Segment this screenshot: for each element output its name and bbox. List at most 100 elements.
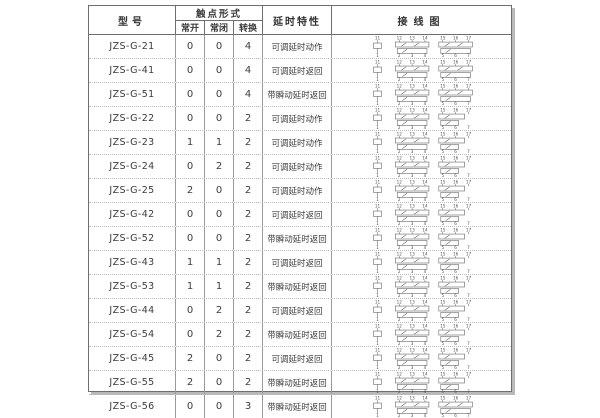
changeover-count: 2 xyxy=(234,131,263,154)
svg-text:12: 12 xyxy=(397,155,403,160)
svg-text:13: 13 xyxy=(409,83,415,88)
svg-text:1: 1 xyxy=(376,365,379,370)
svg-text:16: 16 xyxy=(453,179,459,184)
svg-text:16: 16 xyxy=(453,59,459,64)
svg-text:4: 4 xyxy=(424,101,427,106)
svg-text:16: 16 xyxy=(453,275,459,280)
svg-text:11: 11 xyxy=(375,227,381,232)
changeover-count: 2 xyxy=(234,107,263,130)
svg-text:17: 17 xyxy=(466,35,472,40)
model-number: JZS-G-24 xyxy=(89,155,176,178)
delay-characteristic: 带瞬动延时返回 xyxy=(263,323,332,346)
svg-text:5: 5 xyxy=(441,53,444,58)
svg-text:13: 13 xyxy=(409,275,415,280)
svg-text:5: 5 xyxy=(441,413,444,418)
normally-open-count: 1 xyxy=(176,275,205,298)
svg-text:5: 5 xyxy=(441,173,444,178)
svg-text:12: 12 xyxy=(397,203,403,208)
svg-text:13: 13 xyxy=(409,107,415,112)
svg-text:4: 4 xyxy=(424,317,427,322)
svg-text:6: 6 xyxy=(454,53,457,58)
delay-characteristic: 可调延时返回 xyxy=(263,347,332,370)
delay-characteristic: 可调延时返回 xyxy=(263,203,332,226)
svg-text:12: 12 xyxy=(397,275,403,280)
svg-text:1: 1 xyxy=(376,125,379,130)
normally-open-count: 0 xyxy=(176,203,205,226)
svg-text:12: 12 xyxy=(397,35,403,40)
svg-text:13: 13 xyxy=(409,59,415,64)
svg-text:4: 4 xyxy=(424,341,427,346)
svg-text:6: 6 xyxy=(454,245,457,250)
model-number: JZS-G-23 xyxy=(89,131,176,154)
svg-text:1: 1 xyxy=(376,317,379,322)
svg-text:6: 6 xyxy=(454,413,457,418)
normally-closed-count: 0 xyxy=(205,347,234,370)
svg-text:16: 16 xyxy=(453,203,459,208)
svg-text:4: 4 xyxy=(424,293,427,298)
model-number: JZS-G-22 xyxy=(89,107,176,130)
svg-text:15: 15 xyxy=(440,107,446,112)
normally-open-count: 0 xyxy=(176,227,205,250)
svg-text:14: 14 xyxy=(422,251,428,256)
model-number: JZS-G-42 xyxy=(89,203,176,226)
normally-closed-count: 0 xyxy=(205,395,234,418)
svg-text:11: 11 xyxy=(375,131,381,136)
svg-text:13: 13 xyxy=(409,155,415,160)
svg-text:5: 5 xyxy=(441,221,444,226)
svg-text:11: 11 xyxy=(375,107,381,112)
delay-characteristic: 带瞬动延时返回 xyxy=(263,83,332,106)
svg-text:16: 16 xyxy=(453,395,459,400)
svg-text:11: 11 xyxy=(375,35,381,40)
svg-text:11: 11 xyxy=(375,59,381,64)
normally-open-count: 0 xyxy=(176,107,205,130)
model-number: JZS-G-52 xyxy=(89,227,176,250)
svg-text:5: 5 xyxy=(441,269,444,274)
normally-open-count: 0 xyxy=(176,299,205,322)
svg-text:14: 14 xyxy=(422,203,428,208)
svg-text:7: 7 xyxy=(467,389,470,394)
normally-closed-count: 0 xyxy=(205,59,234,82)
svg-text:4: 4 xyxy=(424,173,427,178)
svg-text:15: 15 xyxy=(440,227,446,232)
model-number: JZS-G-43 xyxy=(89,251,176,274)
svg-text:14: 14 xyxy=(422,395,428,400)
svg-text:14: 14 xyxy=(422,275,428,280)
svg-text:2: 2 xyxy=(398,317,401,322)
svg-text:5: 5 xyxy=(441,125,444,130)
svg-text:2: 2 xyxy=(398,389,401,394)
svg-text:17: 17 xyxy=(466,227,472,232)
svg-text:16: 16 xyxy=(453,227,459,232)
svg-text:15: 15 xyxy=(440,323,446,328)
svg-text:13: 13 xyxy=(409,371,415,376)
svg-text:4: 4 xyxy=(424,389,427,394)
svg-text:3: 3 xyxy=(411,245,414,250)
svg-text:7: 7 xyxy=(467,293,470,298)
svg-text:1: 1 xyxy=(376,269,379,274)
normally-closed-count: 0 xyxy=(205,203,234,226)
table-row: JZS-G-41 0 0 4 可调延时返回 11 1 12 13 14 2 3 4 15 16 17 5 6 7 xyxy=(89,59,511,83)
svg-text:7: 7 xyxy=(467,125,470,130)
wiring-diagram: 11 1 12 13 14 2 3 4 15 16 17 5 6 7 xyxy=(332,395,511,418)
table-row: JZS-G-52 0 0 2 带瞬动延时返回 11 1 12 13 14 2 3 4 15 16 17 5 6 7 xyxy=(89,227,511,251)
svg-text:3: 3 xyxy=(411,77,414,82)
svg-text:17: 17 xyxy=(466,131,472,136)
svg-text:1: 1 xyxy=(376,413,379,418)
svg-text:12: 12 xyxy=(397,347,403,352)
changeover-count: 2 xyxy=(234,299,263,322)
normally-open-count: 0 xyxy=(176,395,205,418)
svg-text:4: 4 xyxy=(424,197,427,202)
svg-text:13: 13 xyxy=(409,179,415,184)
svg-text:7: 7 xyxy=(467,341,470,346)
svg-text:1: 1 xyxy=(376,53,379,58)
svg-text:13: 13 xyxy=(409,323,415,328)
table-row: JZS-G-23 1 1 2 可调延时动作 11 1 12 13 14 2 3 4 15 16 17 5 6 7 xyxy=(89,131,511,155)
normally-open-count: 2 xyxy=(176,347,205,370)
svg-text:2: 2 xyxy=(398,221,401,226)
delay-characteristic: 可调延时返回 xyxy=(263,299,332,322)
table-row: JZS-G-54 0 2 2 带瞬动延时返回 11 1 12 13 14 2 3 4 15 16 17 5 6 7 xyxy=(89,323,511,347)
svg-text:16: 16 xyxy=(453,347,459,352)
wiring-diagram: 11 1 12 13 14 2 3 4 15 16 17 5 6 7 xyxy=(332,203,511,226)
svg-text:6: 6 xyxy=(454,77,457,82)
changeover-count: 2 xyxy=(234,371,263,394)
svg-text:15: 15 xyxy=(440,83,446,88)
